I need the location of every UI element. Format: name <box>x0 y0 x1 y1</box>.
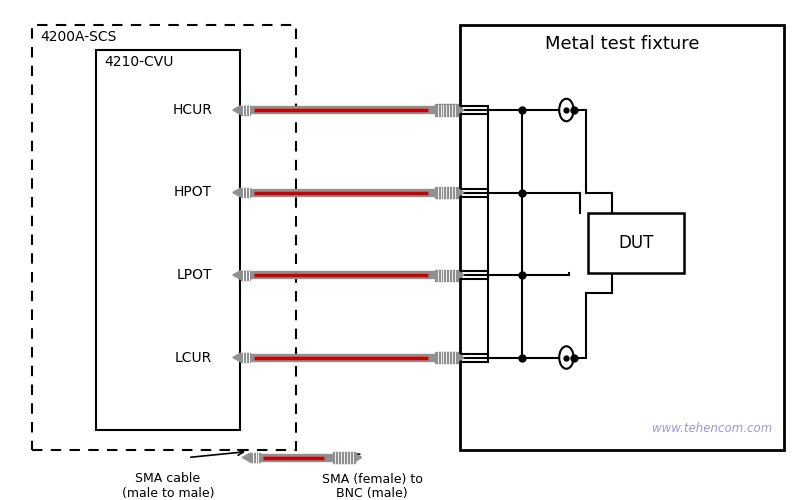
Bar <box>435 270 458 280</box>
Bar <box>460 25 784 450</box>
Polygon shape <box>458 188 464 196</box>
Bar <box>435 187 458 198</box>
Bar <box>241 353 250 362</box>
Bar <box>96 50 240 430</box>
Text: DUT: DUT <box>618 234 654 252</box>
Bar <box>241 188 250 197</box>
Polygon shape <box>233 188 241 197</box>
Bar <box>241 270 250 280</box>
Bar <box>588 212 684 272</box>
Text: Metal test fixture: Metal test fixture <box>545 35 699 53</box>
Text: HPOT: HPOT <box>174 186 212 200</box>
Bar <box>250 453 260 462</box>
Polygon shape <box>233 353 241 362</box>
Text: 4210-CVU: 4210-CVU <box>104 55 174 69</box>
Text: SMA cable
(male to male): SMA cable (male to male) <box>122 472 214 500</box>
Polygon shape <box>233 106 241 114</box>
Bar <box>333 452 355 463</box>
Bar <box>435 104 458 116</box>
Text: HCUR: HCUR <box>172 103 212 117</box>
Text: www.tehencom.com: www.tehencom.com <box>652 422 772 435</box>
Text: 4200A-SCS: 4200A-SCS <box>40 30 116 44</box>
Polygon shape <box>233 270 241 280</box>
Polygon shape <box>458 106 464 114</box>
Text: SMA (female) to
BNC (male): SMA (female) to BNC (male) <box>322 472 422 500</box>
Bar <box>241 106 250 114</box>
Text: LPOT: LPOT <box>177 268 212 282</box>
Bar <box>32 25 296 450</box>
Text: LCUR: LCUR <box>174 350 212 364</box>
Ellipse shape <box>559 99 574 121</box>
Polygon shape <box>458 354 464 362</box>
Polygon shape <box>242 453 250 462</box>
Bar <box>435 352 458 363</box>
Ellipse shape <box>559 346 574 369</box>
Polygon shape <box>355 454 362 462</box>
Polygon shape <box>458 271 464 279</box>
